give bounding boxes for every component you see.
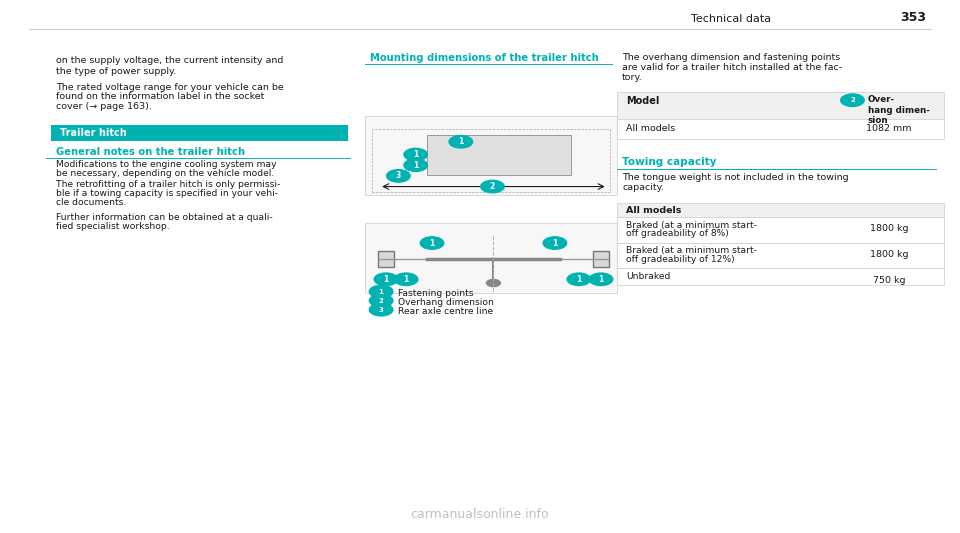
Circle shape	[369, 285, 394, 298]
Text: 2: 2	[379, 297, 383, 304]
Text: Over-
hang dimen-
sion: Over- hang dimen- sion	[868, 95, 929, 125]
FancyBboxPatch shape	[593, 251, 609, 267]
Text: 1: 1	[429, 239, 435, 247]
Text: on the supply voltage, the current intensity and: on the supply voltage, the current inten…	[56, 56, 283, 65]
Text: All models: All models	[626, 124, 675, 133]
Text: off gradeability of 8%): off gradeability of 8%)	[626, 229, 729, 238]
Circle shape	[403, 148, 428, 161]
Circle shape	[566, 272, 591, 286]
Text: 1: 1	[413, 150, 419, 159]
Circle shape	[420, 236, 444, 250]
Circle shape	[373, 272, 398, 286]
FancyBboxPatch shape	[617, 268, 944, 285]
Text: the type of power supply.: the type of power supply.	[56, 67, 176, 76]
Text: 1: 1	[552, 239, 558, 247]
Text: Mounting dimensions of the trailer hitch: Mounting dimensions of the trailer hitch	[370, 53, 598, 63]
Text: 1: 1	[458, 138, 464, 146]
Text: Braked (at a minimum start-: Braked (at a minimum start-	[626, 221, 756, 230]
FancyBboxPatch shape	[617, 217, 944, 243]
Text: The tongue weight is not included in the towing: The tongue weight is not included in the…	[622, 173, 849, 182]
FancyBboxPatch shape	[378, 251, 394, 267]
Circle shape	[588, 272, 613, 286]
Text: General notes on the trailer hitch: General notes on the trailer hitch	[56, 147, 245, 157]
Text: Technical data: Technical data	[691, 14, 771, 24]
Text: 750 kg: 750 kg	[873, 276, 905, 285]
Text: 1800 kg: 1800 kg	[870, 250, 908, 259]
Circle shape	[403, 158, 428, 172]
Text: 1: 1	[413, 161, 419, 169]
Text: 3: 3	[396, 172, 401, 180]
Text: Towing capacity: Towing capacity	[622, 157, 716, 167]
Circle shape	[840, 93, 865, 107]
Text: Fastening points: Fastening points	[398, 289, 474, 298]
Text: 353: 353	[900, 11, 926, 24]
Text: 2: 2	[490, 182, 495, 191]
Text: 2: 2	[851, 97, 854, 103]
Circle shape	[480, 180, 505, 193]
Circle shape	[486, 279, 501, 287]
Text: cle documents.: cle documents.	[56, 198, 126, 207]
Text: Overhang dimension: Overhang dimension	[398, 298, 494, 307]
FancyBboxPatch shape	[365, 116, 617, 195]
FancyBboxPatch shape	[427, 135, 571, 175]
Text: The overhang dimension and fastening points: The overhang dimension and fastening poi…	[622, 53, 840, 62]
Text: carmanualsonline.info: carmanualsonline.info	[411, 508, 549, 521]
Text: 1: 1	[383, 275, 389, 284]
FancyBboxPatch shape	[617, 92, 944, 121]
Text: 1: 1	[403, 275, 409, 284]
Text: be necessary, depending on the vehicle model.: be necessary, depending on the vehicle m…	[56, 169, 274, 178]
FancyBboxPatch shape	[51, 125, 348, 141]
Text: cover (→ page 163).: cover (→ page 163).	[56, 102, 152, 111]
Text: Braked (at a minimum start-: Braked (at a minimum start-	[626, 246, 756, 255]
Circle shape	[386, 169, 411, 183]
Text: found on the information label in the socket: found on the information label in the so…	[56, 92, 264, 101]
Text: 1: 1	[576, 275, 582, 284]
Text: 1800 kg: 1800 kg	[870, 224, 908, 233]
Text: Trailer hitch: Trailer hitch	[60, 128, 127, 138]
FancyBboxPatch shape	[617, 119, 944, 139]
Circle shape	[369, 294, 394, 308]
Circle shape	[448, 135, 473, 149]
Text: The rated voltage range for your vehicle can be: The rated voltage range for your vehicle…	[56, 83, 283, 92]
Text: Unbraked: Unbraked	[626, 272, 670, 281]
Text: off gradeability of 12%): off gradeability of 12%)	[626, 255, 734, 264]
Text: fied specialist workshop.: fied specialist workshop.	[56, 222, 169, 231]
Text: Modifications to the engine cooling system may: Modifications to the engine cooling syst…	[56, 160, 276, 169]
Text: Model: Model	[626, 96, 660, 107]
FancyBboxPatch shape	[617, 243, 944, 268]
Text: are valid for a trailer hitch installed at the fac-: are valid for a trailer hitch installed …	[622, 63, 842, 72]
Text: tory.: tory.	[622, 73, 643, 82]
FancyBboxPatch shape	[365, 223, 617, 293]
Circle shape	[394, 272, 419, 286]
Text: capacity.: capacity.	[622, 183, 664, 192]
Circle shape	[542, 236, 567, 250]
Text: 1: 1	[378, 288, 384, 295]
Text: The retrofitting of a trailer hitch is only permissi-: The retrofitting of a trailer hitch is o…	[56, 180, 280, 189]
Text: All models: All models	[626, 206, 682, 215]
Text: 1: 1	[598, 275, 604, 284]
Text: Rear axle centre line: Rear axle centre line	[398, 307, 493, 316]
FancyBboxPatch shape	[617, 203, 944, 217]
Text: 1082 mm: 1082 mm	[866, 124, 912, 133]
Circle shape	[369, 303, 394, 317]
Text: Further information can be obtained at a quali-: Further information can be obtained at a…	[56, 213, 273, 222]
Text: 3: 3	[378, 306, 384, 313]
Text: ble if a towing capacity is specified in your vehi-: ble if a towing capacity is specified in…	[56, 189, 277, 198]
